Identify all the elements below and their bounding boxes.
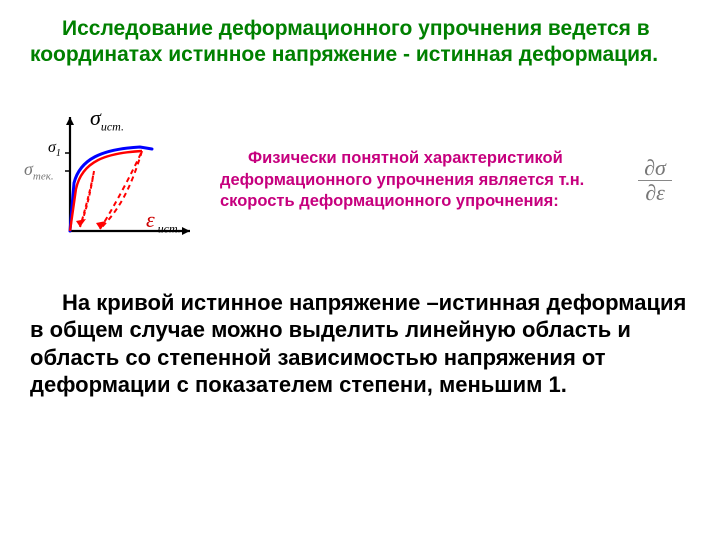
formula-numerator: ∂σ [644,155,666,180]
y-axis-label: σист. [90,105,124,134]
sigmatek-sub: тек. [33,170,54,182]
rate-formula: ∂σ ∂ε [620,158,690,203]
sigma1-label: σ1 [48,139,61,159]
sigma1-sub: 1 [56,148,61,159]
formula-denominator: ∂ε [645,180,665,205]
epsilon-symbol: ε [146,207,155,232]
caption-text: Физически понятной характеристикой дефор… [210,148,620,212]
x-axis-label: ε ист. [146,207,181,236]
epsilon-sub: ист. [155,221,181,235]
sigmatek-sym: σ [24,159,33,179]
sigma-sub: ист. [101,119,124,133]
slide: Исследование деформационного упрочнения … [0,0,720,540]
sigma-symbol: σ [90,105,101,130]
middle-row: σист. ε ист. σ1 σтек. Физически понятной… [30,111,690,251]
stress-strain-chart: σист. ε ист. σ1 σтек. [30,111,210,251]
top-paragraph: Исследование деформационного упрочнения … [30,16,690,69]
sigma-tek-label: σтек. [24,159,54,183]
bottom-paragraph: На кривой истинное напряжение –истинная … [30,289,690,399]
sigma1-sym: σ [48,139,56,156]
